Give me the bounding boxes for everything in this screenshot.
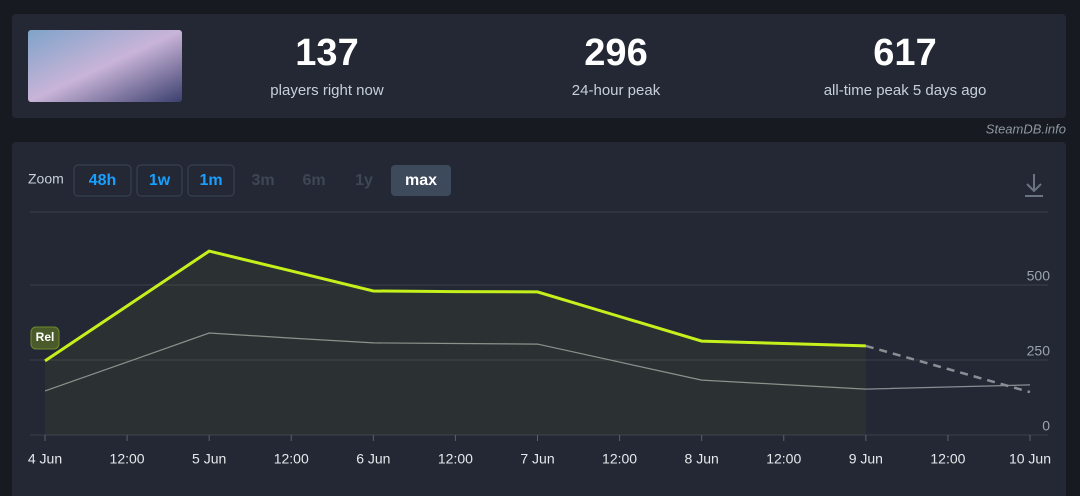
- stat-value: 137: [295, 32, 358, 74]
- zoom-option[interactable]: 48h: [89, 172, 117, 189]
- zoom-button[interactable]: [391, 165, 451, 196]
- x-tick-label: 12:00: [766, 451, 801, 467]
- stats-panel: [12, 14, 1066, 118]
- x-tick-label: 12:00: [602, 451, 637, 467]
- x-tick-label: 12:00: [438, 451, 473, 467]
- x-tick-label: 4 Jun: [28, 451, 62, 467]
- line-area: [45, 251, 866, 435]
- download-icon[interactable]: [1025, 174, 1043, 197]
- y-tick-label: 500: [1027, 268, 1051, 284]
- stat-label: all-time peak 5 days ago: [824, 82, 987, 99]
- source-link[interactable]: SteamDB.info: [986, 121, 1066, 136]
- release-badge: [30, 326, 60, 350]
- chart-panel: [12, 142, 1066, 496]
- zoom-option[interactable]: 1m: [199, 172, 222, 189]
- stat-value: 617: [873, 32, 936, 74]
- stat-value: 296: [584, 32, 647, 74]
- zoom-option[interactable]: max: [405, 172, 437, 189]
- zoom-option: 1y: [355, 172, 373, 189]
- zoom-label: Zoom: [28, 171, 64, 187]
- x-tick-label: 8 Jun: [685, 451, 719, 467]
- zoom-button[interactable]: [73, 164, 132, 197]
- y-tick-label: 250: [1027, 343, 1051, 359]
- x-tick-label: 5 Jun: [192, 451, 226, 467]
- x-tick-label: 7 Jun: [520, 451, 554, 467]
- release-badge-text: Rel: [36, 330, 55, 344]
- zoom-option: 6m: [302, 172, 325, 189]
- x-tick-label: 9 Jun: [849, 451, 883, 467]
- x-tick-label: 10 Jun: [1009, 451, 1051, 467]
- series-line: [44, 332, 1031, 392]
- x-tick-label: 12:00: [930, 451, 965, 467]
- game-thumbnail[interactable]: [28, 30, 182, 102]
- series-line: [44, 249, 866, 363]
- projection-line: [865, 344, 1031, 394]
- zoom-button[interactable]: [187, 164, 235, 197]
- stat-label: players right now: [270, 82, 384, 99]
- zoom-option: 3m: [251, 172, 274, 189]
- zoom-button[interactable]: [136, 164, 183, 197]
- zoom-option[interactable]: 1w: [149, 172, 171, 189]
- x-tick-label: 12:00: [274, 451, 309, 467]
- x-tick-label: 6 Jun: [356, 451, 390, 467]
- x-tick-label: 12:00: [110, 451, 145, 467]
- y-tick-label: 0: [1042, 418, 1050, 434]
- stat-label: 24-hour peak: [572, 82, 661, 99]
